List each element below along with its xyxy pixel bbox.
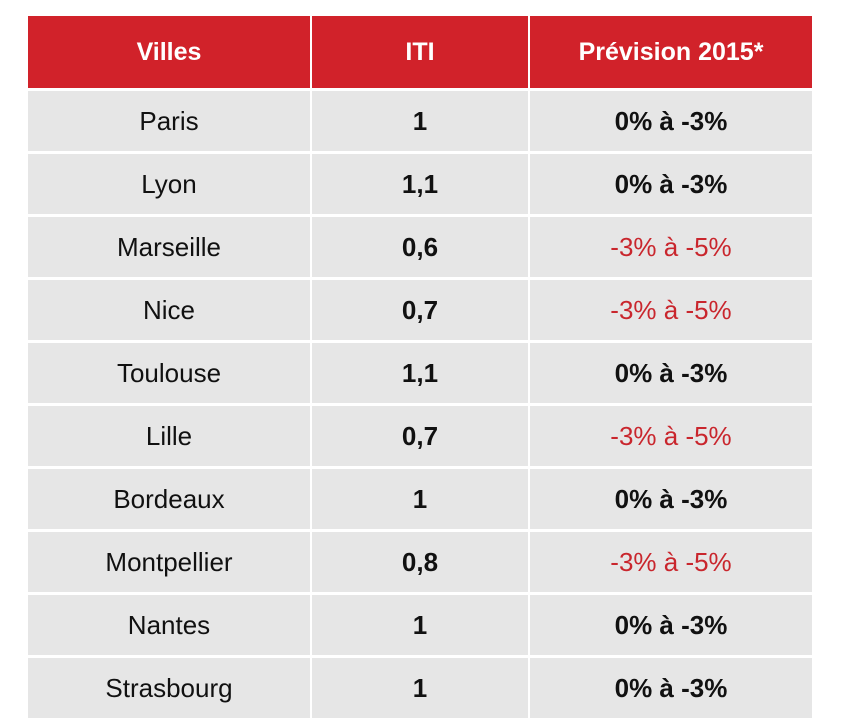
cell-city: Montpellier — [28, 531, 311, 594]
column-header-iti: ITI — [311, 16, 529, 90]
cell-prevision: 0% à -3% — [529, 90, 812, 153]
cell-iti: 0,7 — [311, 279, 529, 342]
cell-prevision: 0% à -3% — [529, 594, 812, 657]
cell-city: Bordeaux — [28, 468, 311, 531]
cell-city: Nantes — [28, 594, 311, 657]
cell-city: Lyon — [28, 153, 311, 216]
cell-prevision: 0% à -3% — [529, 657, 812, 718]
cell-iti: 0,8 — [311, 531, 529, 594]
cell-iti: 0,6 — [311, 216, 529, 279]
cell-iti: 1 — [311, 657, 529, 718]
cell-prevision: -3% à -5% — [529, 279, 812, 342]
column-header-villes: Villes — [28, 16, 311, 90]
column-header-prevision: Prévision 2015* — [529, 16, 812, 90]
cell-iti: 1 — [311, 90, 529, 153]
cell-city: Marseille — [28, 216, 311, 279]
cell-iti: 1,1 — [311, 153, 529, 216]
cell-prevision: -3% à -5% — [529, 531, 812, 594]
cell-prevision: -3% à -5% — [529, 216, 812, 279]
cell-city: Paris — [28, 90, 311, 153]
cell-iti: 1,1 — [311, 342, 529, 405]
cell-prevision: -3% à -5% — [529, 405, 812, 468]
cell-prevision: 0% à -3% — [529, 342, 812, 405]
cell-city: Strasbourg — [28, 657, 311, 718]
cell-prevision: 0% à -3% — [529, 153, 812, 216]
cell-city: Toulouse — [28, 342, 311, 405]
cell-iti: 0,7 — [311, 405, 529, 468]
cell-iti: 1 — [311, 594, 529, 657]
header-row: Villes ITI Prévision 2015* — [28, 16, 812, 90]
cell-city: Lille — [28, 405, 311, 468]
cell-prevision: 0% à -3% — [529, 468, 812, 531]
table-header: Villes ITI Prévision 2015* — [28, 16, 812, 90]
cell-iti: 1 — [311, 468, 529, 531]
cell-city: Nice — [28, 279, 311, 342]
